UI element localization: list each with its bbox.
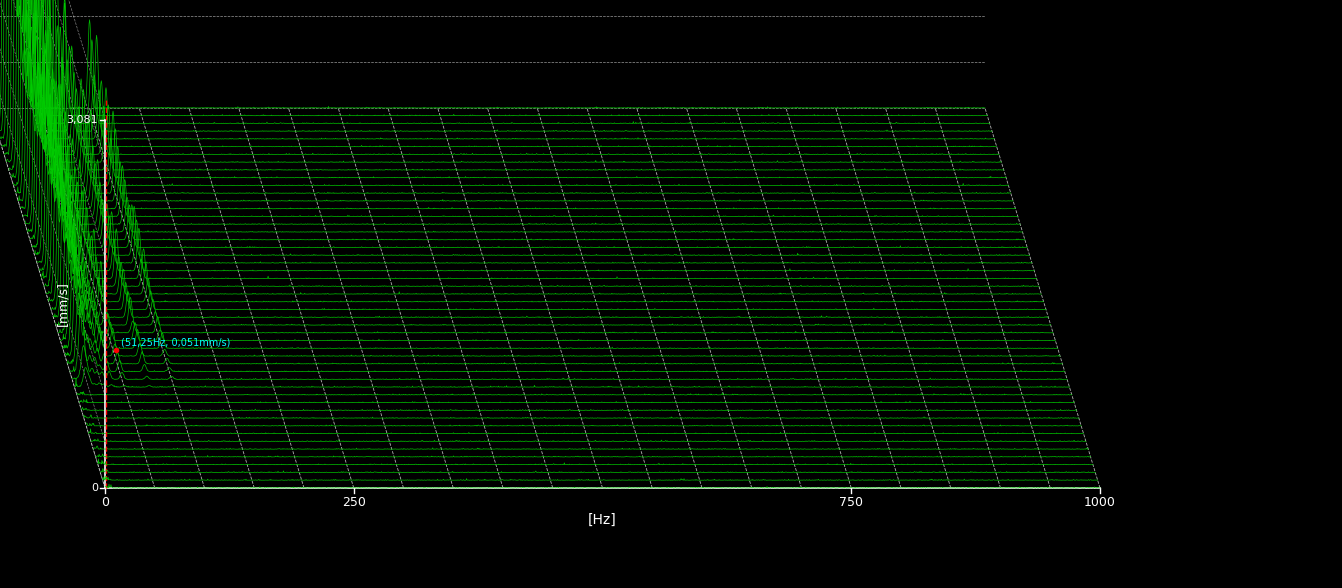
Text: (51,25Hz, 0,051mm/s): (51,25Hz, 0,051mm/s) [121, 337, 231, 347]
Text: 0: 0 [101, 496, 109, 509]
Text: 3,081: 3,081 [66, 115, 98, 125]
Text: 1000: 1000 [1084, 496, 1117, 509]
Text: [Hz]: [Hz] [588, 513, 617, 527]
Text: 0: 0 [91, 483, 98, 493]
Text: 250: 250 [342, 496, 365, 509]
Text: 750: 750 [839, 496, 863, 509]
Text: [mm/s]: [mm/s] [56, 282, 70, 326]
